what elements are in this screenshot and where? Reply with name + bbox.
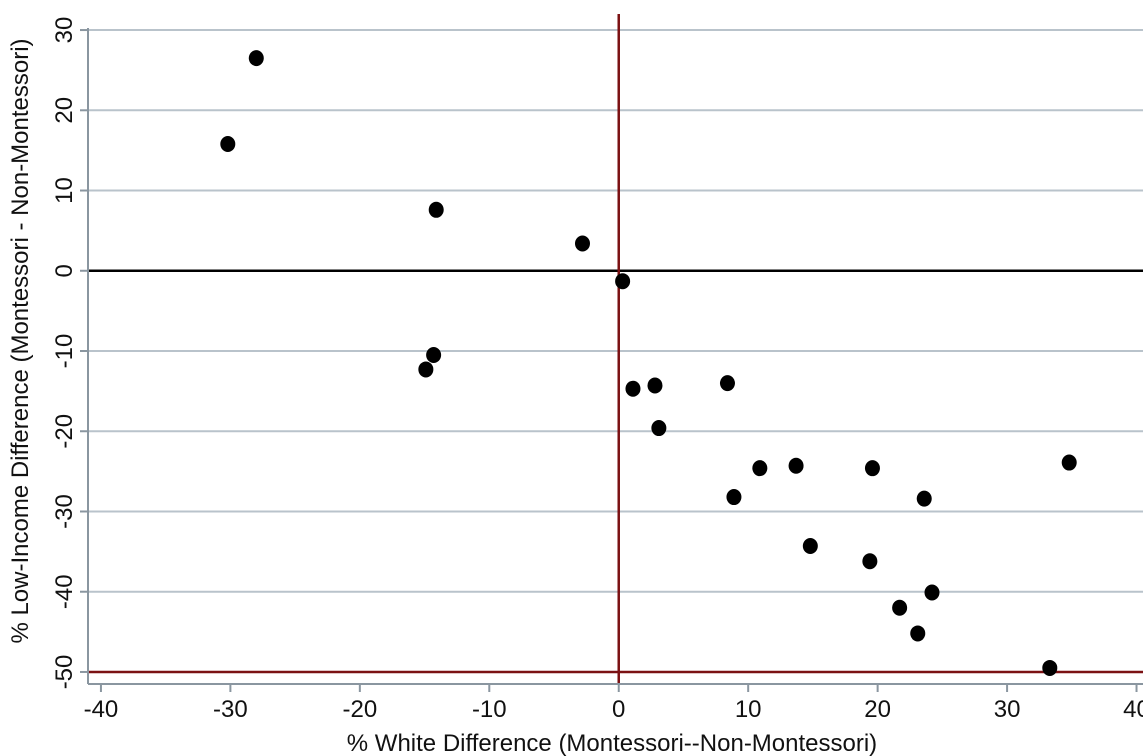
data-point bbox=[426, 347, 442, 364]
grid-lines bbox=[88, 29, 1143, 673]
data-point bbox=[924, 584, 940, 601]
x-axis-title: % White Difference (Montessori--Non-Mont… bbox=[347, 730, 877, 756]
data-point bbox=[647, 377, 663, 394]
y-tick-label: 20 bbox=[51, 97, 78, 124]
y-tick-label: -50 bbox=[51, 655, 78, 690]
data-point bbox=[862, 553, 878, 570]
data-point bbox=[864, 460, 880, 477]
y-tick-label: -20 bbox=[51, 414, 78, 449]
data-point bbox=[625, 380, 641, 397]
data-point bbox=[651, 420, 667, 437]
data-point bbox=[752, 460, 768, 477]
y-tick-label: 10 bbox=[51, 177, 78, 204]
x-tick-label: 0 bbox=[612, 696, 625, 723]
x-tick-label: -20 bbox=[342, 696, 377, 723]
data-points bbox=[220, 50, 1077, 676]
data-point bbox=[418, 361, 434, 378]
y-tick-label: 30 bbox=[51, 17, 78, 44]
data-point bbox=[1042, 659, 1058, 676]
y-tick-label: -10 bbox=[51, 334, 78, 369]
x-tick-label: -10 bbox=[472, 696, 507, 723]
x-tick-label: -40 bbox=[84, 696, 119, 723]
data-point bbox=[726, 489, 742, 506]
y-axis-title: % Low-Income Difference (Montessori - No… bbox=[7, 38, 34, 643]
data-point bbox=[892, 599, 908, 616]
data-point bbox=[916, 490, 932, 507]
x-tick-label: -30 bbox=[213, 696, 248, 723]
data-point bbox=[615, 273, 631, 290]
y-tick-label: -40 bbox=[51, 574, 78, 609]
x-tick-label: 20 bbox=[864, 696, 891, 723]
x-tick-label: 10 bbox=[735, 696, 762, 723]
data-point bbox=[248, 50, 264, 67]
data-point bbox=[802, 537, 818, 554]
data-point bbox=[1061, 454, 1077, 471]
x-tick-label: 40 bbox=[1123, 696, 1143, 723]
data-point bbox=[910, 625, 926, 642]
y-tick-label: 0 bbox=[51, 264, 78, 277]
y-tick-label: -30 bbox=[51, 494, 78, 529]
reference-lines bbox=[88, 14, 1143, 684]
data-point bbox=[719, 375, 735, 392]
x-tick-label: 30 bbox=[994, 696, 1021, 723]
data-point bbox=[428, 201, 444, 218]
data-point bbox=[220, 135, 236, 152]
data-point bbox=[788, 457, 804, 474]
data-point bbox=[574, 235, 590, 252]
